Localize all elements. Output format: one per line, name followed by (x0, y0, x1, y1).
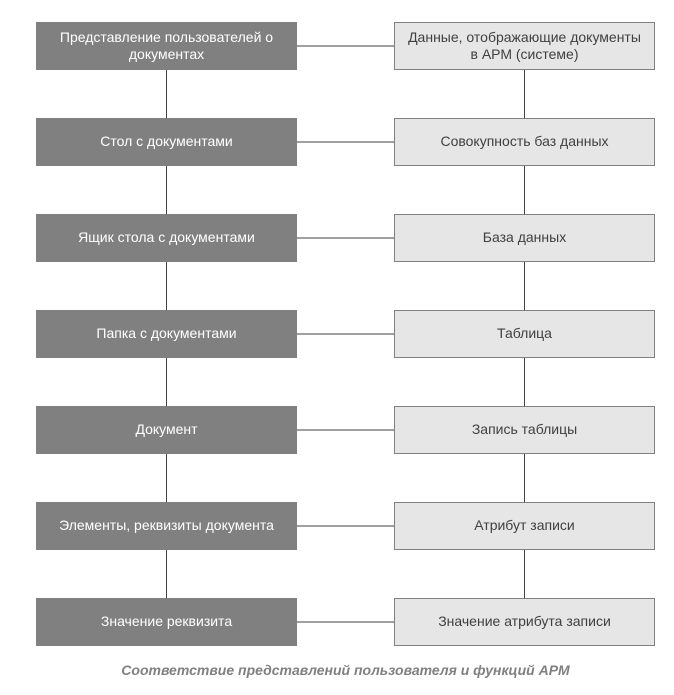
node-label: Таблица (497, 325, 552, 343)
node-L4: Документ (36, 406, 297, 454)
node-label: Документ (135, 421, 197, 439)
node-R3: Таблица (394, 310, 655, 358)
node-label: Значение атрибута записи (438, 613, 611, 631)
node-label: Ящик стола с документами (78, 229, 255, 247)
node-R1: Совокупность баз данных (394, 118, 655, 166)
node-R6: Значение атрибута записи (394, 598, 655, 646)
diagram-canvas: Представление пользователей о документах… (0, 0, 674, 695)
node-L1: Стол с документами (36, 118, 297, 166)
node-label: Значение реквизита (101, 613, 232, 631)
node-label: Атрибут записи (474, 517, 575, 535)
node-label: Совокупность баз данных (440, 133, 608, 151)
node-L3: Папка с документами (36, 310, 297, 358)
node-R0: Данные, отображающие документы в АРМ (си… (394, 22, 655, 70)
node-L0: Представление пользователей о документах (36, 22, 297, 70)
node-R2: База данных (394, 214, 655, 262)
node-label: Стол с документами (100, 133, 233, 151)
node-label: Папка с документами (96, 325, 236, 343)
node-R4: Запись таблицы (394, 406, 655, 454)
diagram-caption: Соответствие представлений пользователя … (36, 662, 655, 678)
node-L2: Ящик стола с документами (36, 214, 297, 262)
node-L5: Элементы, реквизиты документа (36, 502, 297, 550)
node-R5: Атрибут записи (394, 502, 655, 550)
node-label: Данные, отображающие документы в АРМ (си… (403, 29, 646, 64)
node-label: База данных (483, 229, 566, 247)
node-label: Представление пользователей о документах (45, 29, 288, 64)
node-label: Запись таблицы (472, 421, 577, 439)
node-label: Элементы, реквизиты документа (59, 517, 274, 535)
node-L6: Значение реквизита (36, 598, 297, 646)
